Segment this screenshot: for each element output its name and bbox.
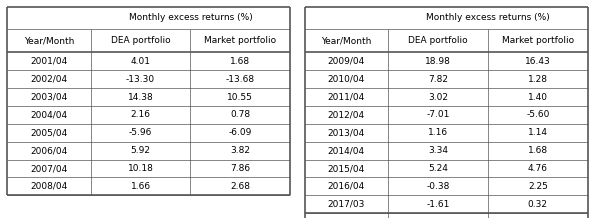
Text: 4.76: 4.76 [528,164,548,173]
Text: DEA portfolio: DEA portfolio [408,36,468,45]
Text: 2009/04: 2009/04 [328,57,365,66]
Text: -13.30: -13.30 [126,75,155,84]
Text: -13.68: -13.68 [226,75,255,84]
Text: 1.16: 1.16 [428,128,448,137]
Text: 2011/04: 2011/04 [328,92,365,102]
Text: 5.24: 5.24 [428,164,448,173]
Text: 0.32: 0.32 [528,200,548,209]
Text: 3.82: 3.82 [230,146,250,155]
Text: 2.16: 2.16 [130,110,151,119]
Text: 18.98: 18.98 [425,57,451,66]
Text: 10.55: 10.55 [227,92,253,102]
Text: 2012/04: 2012/04 [328,110,365,119]
Text: Year/Month: Year/Month [24,36,74,45]
Text: 1.66: 1.66 [130,182,151,191]
Text: 1.14: 1.14 [528,128,548,137]
Text: 14.38: 14.38 [128,92,154,102]
Text: 2013/04: 2013/04 [328,128,365,137]
Text: 16.43: 16.43 [525,57,551,66]
Text: 2017/03: 2017/03 [328,200,365,209]
Text: 1.68: 1.68 [528,146,548,155]
Text: 2003/04: 2003/04 [30,92,68,102]
Text: Market portfolio: Market portfolio [204,36,277,45]
Text: 2007/04: 2007/04 [30,164,68,173]
Text: 2004/04: 2004/04 [30,110,67,119]
Text: DEA portfolio: DEA portfolio [111,36,170,45]
Text: 1.40: 1.40 [528,92,548,102]
Text: -5.96: -5.96 [129,128,152,137]
Text: -0.38: -0.38 [427,182,450,191]
Text: 2.68: 2.68 [230,182,250,191]
Text: 2010/04: 2010/04 [328,75,365,84]
Text: 2015/04: 2015/04 [328,164,365,173]
Text: 2008/04: 2008/04 [30,182,68,191]
Text: Year/Month: Year/Month [321,36,372,45]
Text: 2.25: 2.25 [528,182,548,191]
Text: 3.02: 3.02 [428,92,448,102]
Text: 7.86: 7.86 [230,164,250,173]
Text: 1.28: 1.28 [528,75,548,84]
Text: -1.61: -1.61 [427,200,450,209]
Text: Monthly excess returns (%): Monthly excess returns (%) [426,14,550,22]
Text: 2014/04: 2014/04 [328,146,365,155]
Text: 7.82: 7.82 [428,75,448,84]
Text: 3.34: 3.34 [428,146,448,155]
Text: 0.78: 0.78 [230,110,250,119]
Text: 2005/04: 2005/04 [30,128,68,137]
Text: 2006/04: 2006/04 [30,146,68,155]
Text: 2001/04: 2001/04 [30,57,68,66]
Text: -6.09: -6.09 [228,128,252,137]
Text: 4.01: 4.01 [130,57,151,66]
Text: 1.68: 1.68 [230,57,250,66]
Text: 5.92: 5.92 [130,146,151,155]
Text: Monthly excess returns (%): Monthly excess returns (%) [129,14,252,22]
Text: 2016/04: 2016/04 [328,182,365,191]
Text: 10.18: 10.18 [127,164,154,173]
Text: -5.60: -5.60 [526,110,550,119]
Text: 2002/04: 2002/04 [30,75,67,84]
Text: -7.01: -7.01 [427,110,450,119]
Text: Market portfolio: Market portfolio [502,36,574,45]
